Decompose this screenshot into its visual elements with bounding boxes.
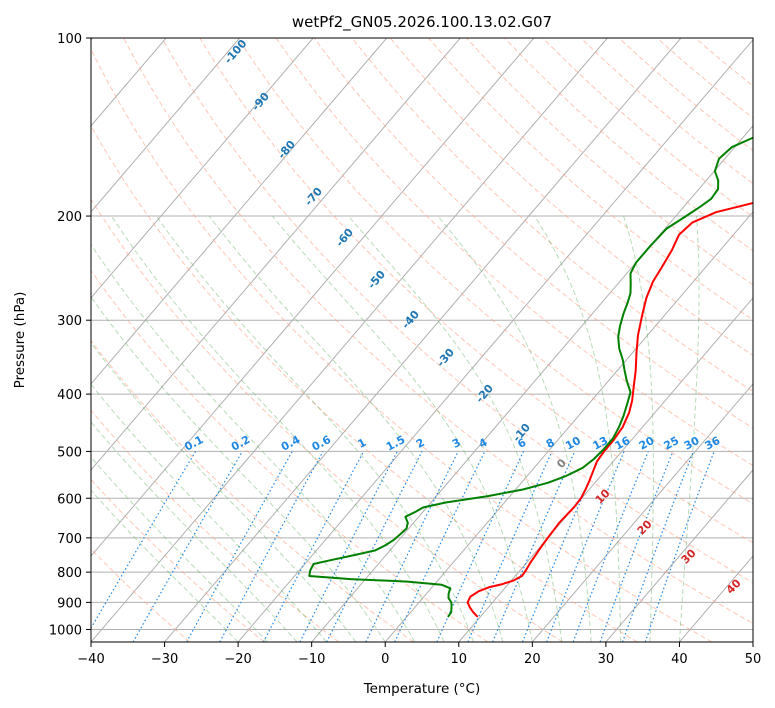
y-tick-label: 200 [57,210,82,225]
x-tick-label: 40 [671,652,688,667]
mixing-ratio-label: 10 [563,434,583,453]
isotherm-line [91,38,388,385]
moist-adiabat [623,215,654,642]
dry-adiabat [91,198,563,642]
mixing-ratio-line [219,451,324,642]
plot-frame [90,37,754,643]
chart-title: wetPf2_GN05.2026.100.13.02.G07 [292,13,552,32]
temperature-profile-line [466,201,753,618]
isotherm-line [91,38,314,299]
moist-adiabat [91,342,357,642]
isotherm-line [91,38,461,471]
moist-adiabat [91,456,268,642]
mixing-ratio-line [467,451,553,642]
dry-adiabat [389,38,753,356]
y-tick-label: 700 [57,532,82,547]
mixing-ratio-line [436,451,525,642]
dry-adiabat [123,38,753,625]
moist-adiabat [155,215,474,642]
y-axis-label: Pressure (hPa) [12,292,28,389]
x-tick-label: −30 [151,652,178,667]
mixing-ratio-label: 20 [637,434,657,453]
x-tick-label: 0 [381,652,389,667]
mixing-ratio-line [622,451,694,642]
x-tick-label: 20 [524,652,541,667]
moist-adiabat [272,215,533,642]
dry-adiabat [91,124,638,642]
moist-adiabat [91,296,386,642]
skewed-isotherms [91,38,753,642]
mixing-ratio-label: 30 [682,434,702,453]
mixing-ratio-line [572,451,649,642]
isotherm-line [531,383,753,642]
y-tick-label: 100 [57,32,82,47]
x-tick-label: −40 [77,652,104,667]
y-tick-label: 500 [57,445,82,460]
dry-adiabat [91,409,340,642]
isotherm-line [605,469,753,642]
x-tick-label: 10 [451,652,468,667]
moist-adiabat [91,421,298,642]
dry-adiabats [91,38,753,642]
moist-adiabat [91,383,327,642]
mixing-ratio-line [546,451,625,642]
dry-adiabat [351,38,753,392]
y-tick-label: 800 [57,566,82,581]
y-axis: 100 200 300 400 500 600 700 800 900 1000 [49,32,91,638]
moist-adiabat [678,215,700,642]
moist-adiabat [347,215,563,642]
x-tick-label: −20 [224,652,251,667]
moist-adiabat [534,215,622,642]
moist-adiabat [437,215,592,642]
y-tick-label: 1000 [49,623,82,638]
mixing-ratio-line [521,451,603,642]
moist-adiabats [91,215,700,642]
dry-adiabat [199,38,753,544]
moist-adiabat [91,489,239,642]
isotherm-line [237,39,753,642]
moist-adiabat [208,215,504,642]
dry-adiabat [237,38,753,505]
isotherm-line [91,38,535,557]
isotherm-line [164,38,682,642]
mixing-ratio-label: 16 [613,434,633,453]
mixing-ratio-line [492,451,576,642]
moist-adiabat [111,215,445,642]
profile-series [308,136,753,618]
mixing-ratio-label: 36 [703,434,723,453]
isotherm-line [384,211,753,642]
mixing-ratio-line [644,451,715,642]
x-axis-label: Temperature (°C) [363,681,481,697]
y-tick-label: 300 [57,314,82,329]
y-tick-label: 600 [57,492,82,507]
dry-adiabat [91,48,713,642]
dry-adiabat [161,38,753,584]
mixing-ratio-lines [91,451,715,642]
x-tick-label: −10 [298,652,325,667]
isotherm-line [311,125,753,642]
dewpoint-profile-line [308,136,753,618]
mixing-ratio-line [599,451,674,642]
mixing-ratio-line [186,451,293,642]
moist-adiabat [91,243,416,642]
dry-adiabat [91,478,265,642]
isotherm-line [91,38,241,213]
dry-adiabat [91,269,489,642]
x-axis: −40 −30 −20 −10 0 10 20 30 40 50 [77,642,761,667]
pressure-gridlines [91,38,753,630]
y-tick-label: 900 [57,596,82,611]
dry-adiabat [275,38,753,467]
y-tick-label: 400 [57,388,82,403]
mixing-ratio-line [299,451,398,642]
x-tick-label: 50 [745,652,762,667]
x-tick-label: 30 [598,652,615,667]
mixing-ratio-label: 25 [662,434,682,453]
mixing-ratio-line [326,451,423,642]
isotherm-line [91,38,608,642]
